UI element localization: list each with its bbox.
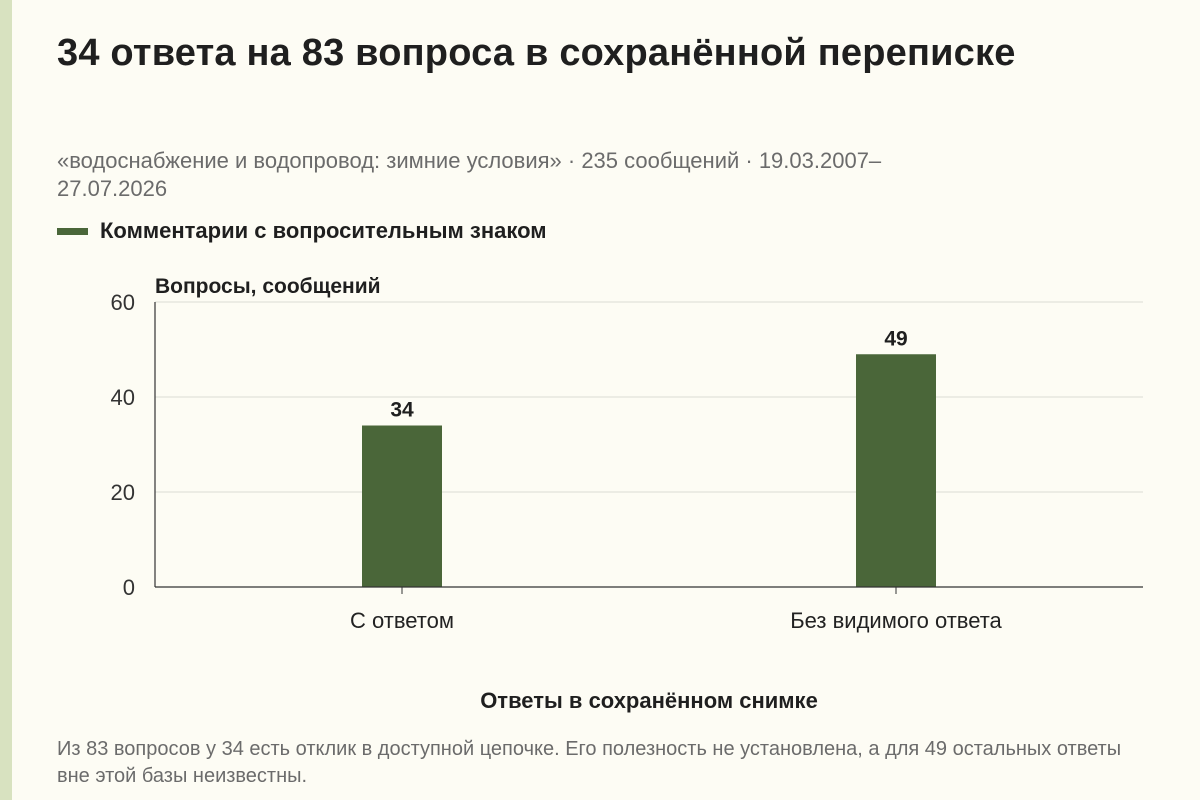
bar-value-label: 34 — [390, 399, 414, 422]
legend-label: Комментарии с вопросительным знаком — [100, 218, 547, 243]
y-tick-label: 60 — [111, 290, 135, 315]
x-axis-label: Ответы в сохранённом снимке — [480, 688, 818, 713]
bar — [362, 425, 442, 587]
y-tick-label: 0 — [123, 575, 135, 600]
legend: Комментарии с вопросительным знаком — [57, 218, 547, 244]
bar — [856, 354, 936, 587]
bar-value-label: 49 — [884, 327, 907, 350]
chart-subtitle: «водоснабжение и водопровод: зимние усло… — [57, 148, 882, 201]
chart-title: 34 ответа на 83 вопроса в сохранённой пе… — [57, 32, 1016, 74]
legend-swatch — [57, 227, 88, 235]
accent-strip — [0, 0, 12, 800]
y-tick-label: 20 — [111, 480, 135, 505]
y-tick-label: 40 — [111, 385, 135, 410]
x-tick-label: С ответом — [350, 608, 454, 633]
x-tick-label: Без видимого ответа — [790, 608, 1002, 633]
y-axis-label: Вопросы, сообщений — [155, 275, 381, 298]
footnote: Из 83 вопросов у 34 есть отклик в доступ… — [57, 738, 1122, 787]
